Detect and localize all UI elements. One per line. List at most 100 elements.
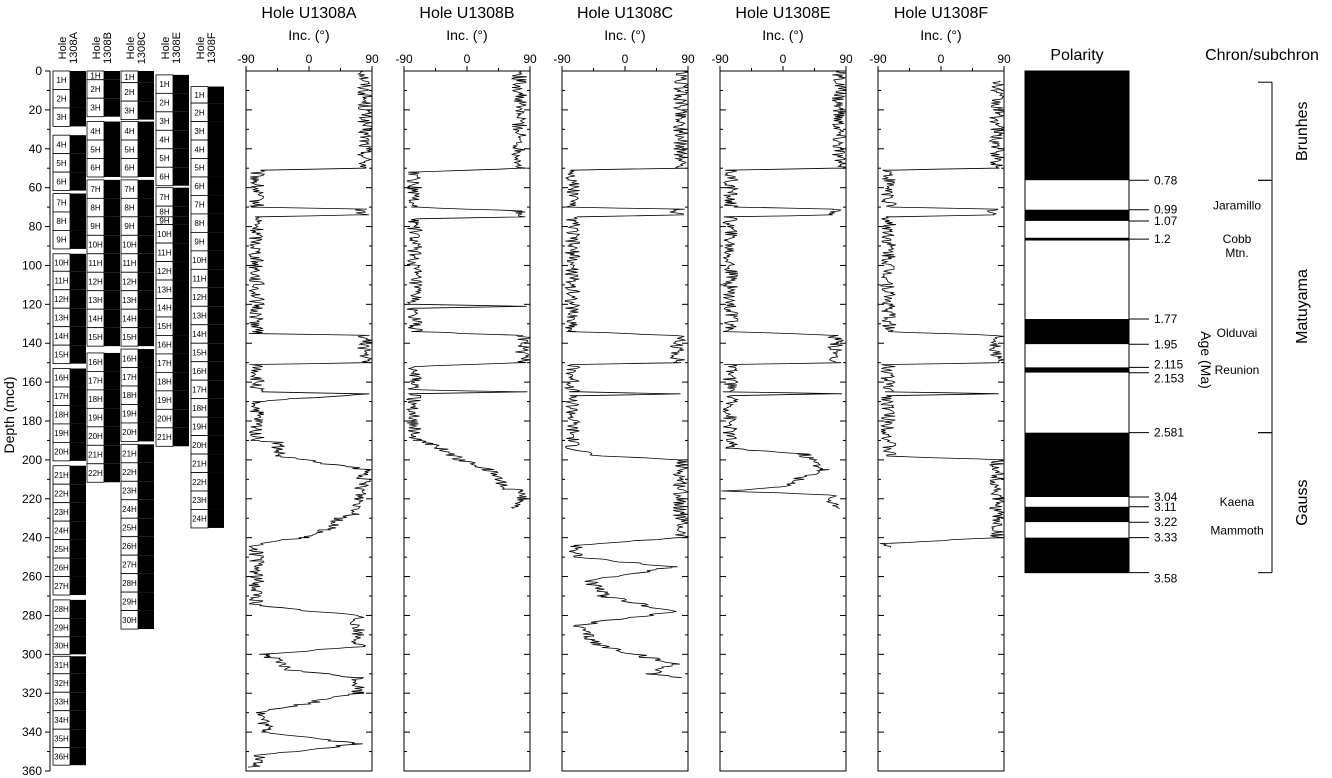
core-recovery-bar (208, 232, 224, 251)
core-label: 13H (54, 313, 69, 322)
age-label: 2.153 (1154, 372, 1184, 386)
core-recovery-bar (173, 298, 189, 317)
core-recovery-bar (104, 98, 120, 117)
age-label: 3.58 (1154, 572, 1178, 586)
core-label: 8H (159, 207, 169, 216)
polarity-interval (1025, 209, 1129, 221)
age-axis-label: Age (Ma) (1198, 331, 1214, 389)
panel-frame (403, 70, 531, 772)
depth-tick-label: 60 (29, 181, 43, 195)
core-label: 21H (192, 459, 207, 468)
core-label: 16H (157, 341, 172, 350)
core-recovery-bar (70, 465, 86, 485)
core-label: 20H (54, 448, 69, 457)
core-recovery-bar (70, 729, 86, 748)
panel-xlabel: Inc. (°) (604, 27, 645, 43)
core-recovery-bar (104, 235, 120, 254)
inclination-curve (405, 70, 532, 509)
core-label: 15H (122, 333, 137, 342)
core-recovery-bar (70, 442, 86, 461)
core-label: 9H (56, 236, 66, 245)
core-label: 29H (54, 624, 69, 633)
core-label: 6H (194, 182, 204, 191)
inclination-panel: Hole U1308C Inc. (°) -90 0 90 (553, 5, 695, 772)
core-label: 24H (122, 505, 137, 514)
core-label: 27H (122, 560, 137, 569)
core-label: 3H (124, 106, 134, 115)
core-recovery-bar (208, 435, 224, 455)
core-label: 1H (124, 73, 134, 82)
core-label: 18H (192, 404, 207, 413)
age-label: 1.2 (1154, 232, 1171, 246)
core-recovery-bar (138, 422, 154, 442)
core-recovery-bar (208, 176, 224, 196)
core-recovery-bar (138, 216, 154, 236)
core-label: 6H (90, 164, 100, 173)
panel-xtick-label: 90 (681, 52, 695, 66)
panel-xtick-label: -90 (553, 52, 571, 66)
polarity-interval (1025, 372, 1129, 433)
panel-xtick-label: 90 (365, 52, 379, 66)
core-recovery-bar (208, 472, 224, 491)
core-recovery-bar (70, 326, 86, 346)
core-recovery-bar (70, 211, 86, 231)
core-recovery-bar (70, 558, 86, 577)
core-label: 22H (54, 489, 69, 498)
core-recovery-bar (208, 103, 224, 122)
core-recovery-bar (70, 484, 86, 503)
inclination-panel: Hole U1308B Inc. (°) -90 0 90 (395, 5, 537, 772)
core-column-header-line: Hole (195, 37, 207, 60)
core-recovery-bar (138, 272, 154, 291)
depth-tick-label: 0 (35, 64, 42, 78)
core-column-header: Hole1308B (91, 32, 114, 64)
core-label: 13H (122, 296, 137, 305)
age-label: 3.22 (1154, 515, 1178, 529)
core-label: 8H (56, 217, 66, 226)
core-column-header-line: 1308F (206, 32, 218, 63)
core-recovery-bar (173, 409, 189, 428)
core-label: 2H (159, 99, 169, 108)
core-label: 9H (194, 238, 204, 247)
polarity-title: Polarity (1050, 47, 1103, 64)
core-label: 35H (54, 734, 69, 743)
core-label: 19H (157, 396, 172, 405)
core-label: 17H (157, 359, 172, 368)
core-label: 23H (122, 487, 137, 496)
core-label: 5H (194, 164, 204, 173)
subchron-label: Reunion (1215, 363, 1260, 377)
core-label: 12H (157, 267, 172, 276)
core-recovery-bar (138, 573, 154, 593)
subchron-label-line: Mtn. (1225, 246, 1248, 260)
core-recovery-bar (173, 130, 189, 149)
core-label: 2H (90, 85, 100, 94)
panel-title: Hole U1308B (419, 5, 514, 22)
panel-xtick-label: -90 (711, 52, 729, 66)
panel-xtick-label: 90 (839, 52, 853, 66)
core-label: 12H (192, 293, 207, 302)
core-recovery-bar (173, 372, 189, 391)
core-recovery-bar (208, 454, 224, 473)
core-label: 26H (54, 563, 69, 572)
core-recovery-bar (173, 353, 189, 373)
core-column-header-line: Hole (91, 37, 103, 60)
polarity-interval (1025, 522, 1129, 538)
panel-xtick-label: 90 (523, 52, 537, 66)
core-column-header-line: 1308E (171, 32, 183, 64)
subchron-label-line: Jaramillo (1213, 199, 1261, 213)
core-label: 6H (159, 172, 169, 181)
core-recovery-bar (70, 747, 86, 766)
panel-xtick-label: -90 (869, 52, 887, 66)
core-recovery-bar (138, 71, 154, 83)
core-recovery-bar (208, 380, 224, 399)
core-label: 36H (54, 752, 69, 761)
core-label: 4H (90, 127, 100, 136)
core-recovery-bar (104, 445, 120, 464)
chron-header: Chron/subchron (1205, 47, 1319, 64)
core-recovery-bar (138, 198, 154, 217)
age-label: 0.99 (1154, 203, 1178, 217)
core-recovery-bar (70, 368, 86, 387)
core-label: 13H (192, 312, 207, 321)
core-recovery-bar (104, 309, 120, 328)
core-recovery-bar (173, 167, 189, 186)
core-label: 2H (194, 108, 204, 117)
